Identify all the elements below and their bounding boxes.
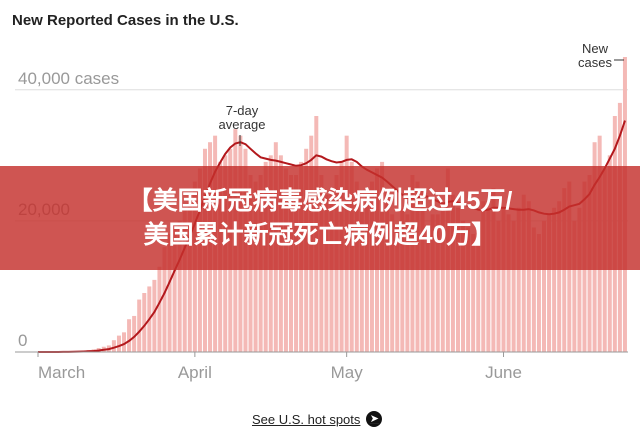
bar — [390, 214, 395, 352]
hot-spots-link[interactable]: See U.S. hot spots ➤ — [252, 411, 383, 427]
bar — [491, 188, 496, 352]
bar — [536, 234, 541, 352]
bar — [481, 201, 486, 352]
bar — [501, 207, 506, 352]
bar — [324, 194, 329, 352]
bar — [521, 194, 526, 352]
bar — [516, 207, 521, 352]
bar — [461, 220, 466, 352]
banner-line: 美国累计新冠死亡病例超40万】 — [143, 221, 497, 249]
bar — [435, 214, 440, 352]
bar — [511, 220, 516, 352]
y-tick-label: 0 — [18, 331, 27, 350]
bar — [531, 227, 536, 352]
bar — [395, 227, 400, 352]
bar — [177, 220, 182, 352]
x-tick-label: April — [178, 363, 212, 382]
bar — [137, 299, 142, 352]
bar — [172, 227, 177, 352]
link-text[interactable]: See U.S. hot spots — [252, 411, 361, 427]
bar — [162, 247, 167, 352]
x-tick-label: March — [38, 363, 85, 382]
bar — [562, 188, 567, 352]
bar — [152, 279, 157, 352]
bar — [466, 227, 471, 352]
bar — [420, 188, 425, 352]
bar — [476, 227, 481, 352]
bar — [122, 332, 127, 352]
bar — [142, 293, 147, 352]
bar — [577, 207, 582, 352]
y-tick-label: 40,000 cases — [18, 69, 119, 88]
bar — [506, 214, 511, 352]
bar — [127, 319, 132, 352]
bar — [552, 207, 557, 352]
bar — [486, 207, 491, 352]
bar — [359, 201, 364, 352]
banner-line: 【美国新冠病毒感染病例超过45万/ — [127, 187, 513, 215]
bar-annotation: New cases — [578, 41, 612, 70]
bar — [450, 194, 455, 352]
bar — [425, 227, 430, 352]
bar — [329, 188, 334, 352]
bar — [542, 220, 546, 352]
bar — [111, 340, 116, 352]
bar — [364, 194, 369, 352]
bar — [526, 201, 531, 352]
line-annotation: 7-day average — [218, 103, 266, 132]
bar — [385, 188, 390, 352]
arrow-icon[interactable]: ➤ — [366, 411, 383, 427]
bar — [557, 201, 562, 352]
x-tick-label: May — [331, 363, 364, 382]
x-tick-label: June — [485, 363, 522, 382]
bar — [132, 315, 137, 352]
bar — [400, 207, 405, 352]
bar — [157, 266, 162, 352]
chart-title: New Reported Cases in the U.S. — [12, 12, 239, 29]
bar — [455, 207, 460, 352]
bar — [440, 207, 445, 352]
bar — [116, 335, 121, 352]
bar — [182, 207, 187, 352]
bar — [572, 220, 577, 352]
bar — [547, 214, 552, 352]
bar — [496, 220, 501, 352]
bar — [187, 194, 192, 352]
bar — [167, 234, 172, 352]
bar — [405, 214, 410, 352]
banner: 【美国新冠病毒感染病例超过45万/ 美国累计新冠死亡病例超40万】 — [0, 166, 640, 270]
bar — [471, 234, 476, 352]
bar — [430, 214, 435, 352]
